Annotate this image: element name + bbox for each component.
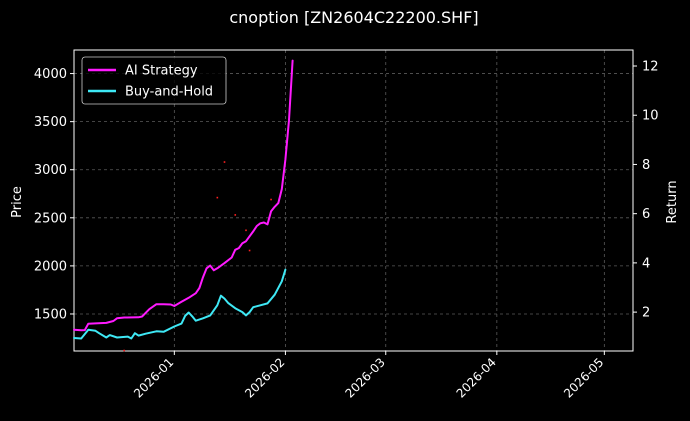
series-line-buy-and-hold: [73, 268, 287, 340]
y-left-tick-label: 2000: [34, 259, 67, 274]
y-right-tick-label: 10: [642, 109, 659, 124]
y-left-tick-label: 3000: [34, 163, 67, 178]
y-axis-left-ticks: 1500 2000 2500 3000 3500 4000: [34, 67, 74, 322]
y-left-tick-label: 4000: [34, 67, 67, 82]
trade-marker: [123, 349, 125, 352]
y-right-tick-label: 12: [642, 59, 659, 74]
trade-marker: [245, 229, 247, 232]
trade-marker: [248, 249, 251, 252]
series-line-ai-strategy: [73, 59, 294, 332]
legend-box: [81, 56, 227, 105]
chart-title: cnoption [ZN2604C22200.SHF]: [229, 8, 478, 27]
plot-frame: [73, 49, 634, 352]
trade-marker: [270, 198, 272, 201]
legend-label: AI Strategy: [125, 64, 198, 79]
axes-frame: [73, 49, 634, 352]
y-right-tick-label: 4: [642, 256, 650, 271]
y-right-tick-label: 8: [642, 158, 650, 173]
trade-markers: [123, 161, 272, 352]
trade-marker: [234, 214, 237, 216]
y-left-tick-label: 3500: [34, 115, 67, 130]
legend: AI Strategy Buy-and-Hold: [81, 56, 227, 105]
legend-label: Buy-and-Hold: [125, 85, 213, 100]
trade-marker: [216, 196, 219, 199]
series-lines: [73, 59, 294, 340]
y-right-tick-label: 6: [642, 207, 650, 222]
y-axis-left-label: Price: [10, 186, 25, 218]
y-right-tick-label: 2: [642, 306, 650, 321]
y-axis-right-label: Return: [665, 180, 680, 223]
y-axis-right-ticks: 2 4 6 8 10 12: [633, 59, 659, 321]
y-left-tick-label: 1500: [34, 307, 67, 322]
trade-marker: [223, 161, 226, 163]
y-left-tick-label: 2500: [34, 211, 67, 226]
